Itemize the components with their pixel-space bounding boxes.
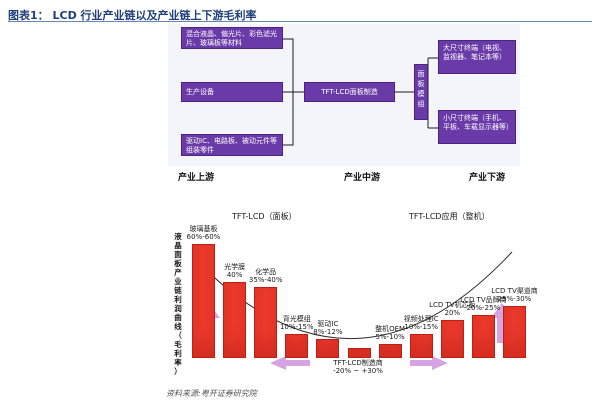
y-axis-label-char: 率 [174,358,182,367]
bar-label: 驱动IC 8%-12% [313,320,343,336]
box-panel-module: 面板模组 [414,64,428,120]
box-large-terminals: 大尺寸终端（电视、监视器、笔记本等） [438,40,516,74]
y-axis-label-char: 线 [174,322,182,331]
y-axis-label-char: 利 [174,349,182,358]
y-axis-label: 液晶面板产业链利润曲线（毛利率） [172,232,184,376]
bottom-caption: TFT-LCD制造商 -20% ~ +30% [318,359,398,375]
connector-components [283,92,294,146]
box-materials: 混合液晶、偏光片、彩色滤光片、玻璃板等材料 [181,27,283,49]
y-axis-label-char: ） [174,367,182,376]
bar-label: LCD TV渠道商 25%-30% [491,286,538,303]
bar-label: LCD TV机芯板 20% [429,301,476,317]
bar [285,334,309,358]
y-axis-label-char: 面 [174,250,182,259]
bar-label: 玻璃基板 60%-60% [186,225,221,241]
bar [378,343,402,358]
bar [471,315,495,358]
y-axis-label-char: 晶 [174,241,182,250]
bar [409,334,433,358]
box-equipment: 生产设备 [181,82,283,102]
bar-label: LCD TV品牌商 20%-25% [460,296,507,313]
bar-label: 视频处理IC 10%-15% [403,315,439,332]
bar [192,244,215,358]
box-components: 驱动IC、电路板、被动元件等组装零件 [181,134,283,156]
bar-label: 光学膜 40% [224,263,246,279]
y-axis-label-char: 利 [174,295,182,304]
left-arrow [270,356,310,370]
bar-label: 化学品 35%-40% [248,267,283,284]
bar-label: 背光模组 10%-15% [279,315,314,332]
stage-midstream: 产业中游 [344,173,381,183]
stage-downstream: 产业下游 [469,173,506,183]
y-axis-label-char: 润 [174,304,182,313]
right-arrow [410,356,448,370]
y-axis-label-char: 毛 [174,340,182,349]
y-axis-label-char: 链 [174,286,182,295]
y-axis-label-char: （ [174,331,182,340]
bottom-caption-range: -20% ~ +30% [333,367,383,375]
bar [503,305,526,358]
bar-label: 整机OEM 5%-10% [375,324,406,341]
section-label-panel: TFT-LCD（面板） [232,212,297,221]
box-small-terminals: 小尺寸终端（手机、平板、车载显示器等） [438,110,516,144]
source-note: 资料来源:粤开证券研究院 [166,389,257,398]
diagram-connectors [283,38,438,146]
figure-title: 图表1： LCD 行业产业链以及产业链上下游毛利率 [8,9,257,22]
bar [316,339,340,358]
y-axis-label-char: 业 [174,277,182,286]
y-axis-label-char: 曲 [174,313,182,322]
box-panel-manufacturing: TFT-LCD面板制造 [304,82,395,102]
y-axis-label-char: 板 [174,259,182,268]
section-label-application: TFT-LCD应用（整机） [409,212,490,221]
bar [440,320,464,358]
bar [223,282,247,358]
title-divider [8,21,592,22]
y-axis-label-char: 产 [174,268,182,277]
y-axis-label-char: 液 [174,232,182,241]
stage-upstream: 产业上游 [178,173,215,183]
bottom-caption-title: TFT-LCD制造商 [333,359,383,367]
bar [254,286,278,358]
connector-materials [283,38,294,92]
bar [347,348,371,358]
